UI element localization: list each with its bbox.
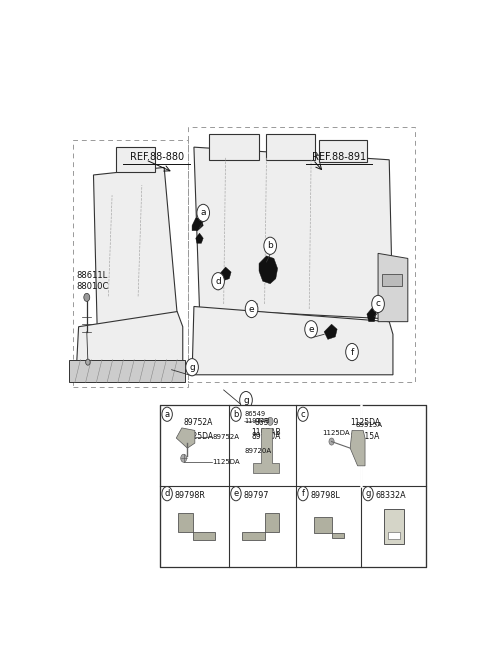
Circle shape — [85, 359, 90, 365]
Text: 86549
1197AB: 86549 1197AB — [244, 411, 270, 424]
Circle shape — [346, 344, 359, 361]
Circle shape — [298, 487, 308, 501]
Circle shape — [162, 487, 172, 501]
Circle shape — [197, 204, 210, 221]
Polygon shape — [192, 306, 393, 374]
Polygon shape — [367, 307, 376, 322]
Text: f: f — [301, 489, 304, 498]
Polygon shape — [192, 218, 203, 231]
Text: b: b — [233, 410, 239, 419]
Text: e: e — [249, 305, 254, 313]
Circle shape — [186, 359, 198, 376]
Text: a: a — [201, 208, 206, 217]
Circle shape — [329, 438, 334, 445]
Text: 68332A: 68332A — [375, 491, 406, 500]
Text: e: e — [308, 325, 314, 334]
Text: 88611L
88010C: 88611L 88010C — [77, 271, 109, 291]
Text: 89720A: 89720A — [252, 432, 281, 441]
Text: REF.88-880: REF.88-880 — [130, 152, 184, 162]
Circle shape — [245, 300, 258, 317]
Polygon shape — [196, 233, 203, 243]
Polygon shape — [69, 359, 185, 382]
Text: c: c — [300, 410, 305, 419]
Text: 86549
1197AB: 86549 1197AB — [252, 418, 281, 437]
Polygon shape — [350, 430, 365, 466]
Bar — [384, 509, 404, 544]
Circle shape — [231, 407, 241, 421]
Text: 89515A: 89515A — [350, 432, 380, 441]
Polygon shape — [259, 256, 277, 284]
Polygon shape — [314, 518, 344, 538]
Polygon shape — [242, 512, 279, 541]
Circle shape — [84, 293, 90, 302]
Bar — [382, 273, 402, 286]
Text: 89752A: 89752A — [184, 418, 213, 427]
Polygon shape — [94, 168, 177, 329]
Text: 89720A: 89720A — [244, 447, 271, 454]
Polygon shape — [253, 428, 279, 474]
Bar — [388, 532, 400, 539]
Text: 89798R: 89798R — [175, 491, 205, 500]
Circle shape — [180, 454, 187, 463]
Text: 89752A: 89752A — [213, 434, 240, 440]
Circle shape — [298, 407, 308, 421]
Text: a: a — [165, 410, 170, 419]
Circle shape — [305, 321, 317, 338]
Text: f: f — [350, 348, 354, 357]
Text: 89515A: 89515A — [356, 422, 383, 428]
Polygon shape — [176, 428, 195, 448]
Circle shape — [240, 392, 252, 409]
Text: 1125DA: 1125DA — [213, 459, 240, 465]
Circle shape — [212, 273, 225, 290]
Polygon shape — [209, 135, 259, 160]
Text: g: g — [243, 396, 249, 405]
Text: d: d — [215, 277, 221, 286]
Text: b: b — [267, 241, 273, 250]
Polygon shape — [194, 147, 393, 319]
Polygon shape — [378, 254, 408, 322]
Text: 1125DA: 1125DA — [322, 430, 350, 436]
Polygon shape — [319, 139, 367, 162]
Polygon shape — [324, 324, 337, 340]
Text: REF.88-891: REF.88-891 — [312, 152, 366, 162]
Text: 1125DA: 1125DA — [350, 418, 380, 427]
Polygon shape — [77, 311, 183, 362]
Circle shape — [231, 487, 241, 501]
Bar — [160, 405, 426, 567]
Text: g: g — [189, 363, 195, 372]
Text: e: e — [233, 489, 239, 498]
Text: d: d — [165, 489, 170, 498]
Polygon shape — [116, 147, 155, 172]
Circle shape — [264, 237, 276, 254]
Text: 89797: 89797 — [243, 491, 269, 500]
Circle shape — [363, 487, 373, 501]
Polygon shape — [178, 512, 216, 541]
Circle shape — [162, 407, 172, 421]
Text: 89798L: 89798L — [311, 491, 340, 500]
Text: c: c — [375, 300, 381, 308]
Text: g: g — [365, 489, 371, 498]
Circle shape — [267, 417, 273, 425]
Polygon shape — [266, 135, 315, 160]
Polygon shape — [220, 267, 231, 281]
Text: 1125DA: 1125DA — [183, 432, 214, 441]
Circle shape — [372, 296, 384, 313]
